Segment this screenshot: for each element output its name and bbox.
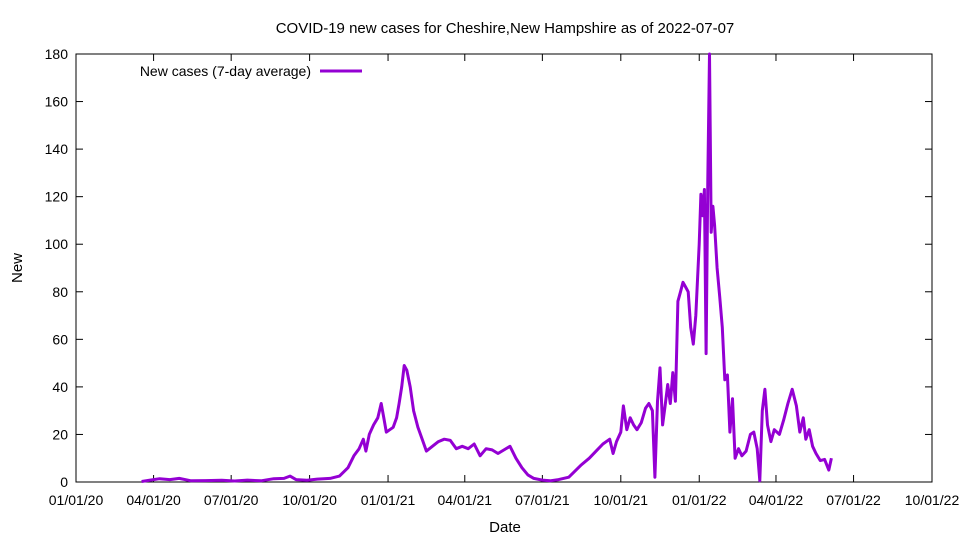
y-tick-label: 100: [45, 236, 69, 252]
x-tick-label: 01/01/21: [361, 492, 416, 508]
x-tick-label: 04/01/22: [749, 492, 804, 508]
x-tick-label: 07/01/22: [826, 492, 881, 508]
plot-frame: [75, 53, 933, 483]
x-tick-label: 01/01/20: [49, 492, 104, 508]
y-tick-label: 140: [45, 141, 69, 157]
legend: New cases (7-day average): [140, 63, 362, 79]
x-tick-label: 10/01/22: [905, 492, 960, 508]
x-tick-label: 04/01/21: [438, 492, 493, 508]
y-axis: 0 20 40 60 80 100 120 140 160 180: [45, 46, 932, 490]
x-axis: 01/01/20 04/01/20 07/01/20 10/01/20 01/01/21…: [49, 54, 960, 508]
y-tick-label: 160: [45, 94, 69, 110]
x-axis-label: Date: [489, 519, 521, 536]
y-tick-label: 180: [45, 46, 69, 62]
x-tick-label: 04/01/20: [126, 492, 181, 508]
x-tick-label: 01/01/22: [672, 492, 727, 508]
x-tick-label: 10/01/20: [282, 492, 337, 508]
x-tick-label: 07/01/21: [515, 492, 570, 508]
chart-title: COVID-19 new cases for Cheshire,New Hamp…: [276, 20, 735, 37]
y-tick-label: 40: [52, 379, 68, 395]
series-line-new-cases: [141, 52, 833, 483]
y-tick-label: 120: [45, 189, 69, 205]
plot-area: 01/01/20 04/01/20 07/01/20 10/01/20 01/01/21…: [45, 46, 960, 508]
y-tick-label: 60: [52, 331, 68, 347]
y-tick-label: 80: [52, 284, 68, 300]
y-tick-label: 20: [52, 426, 68, 442]
legend-label: New cases (7-day average): [140, 63, 311, 79]
x-tick-label: 07/01/20: [204, 492, 259, 508]
y-tick-label: 0: [60, 474, 68, 490]
x-tick-label: 10/01/21: [594, 492, 649, 508]
y-axis-label: New: [9, 253, 26, 283]
